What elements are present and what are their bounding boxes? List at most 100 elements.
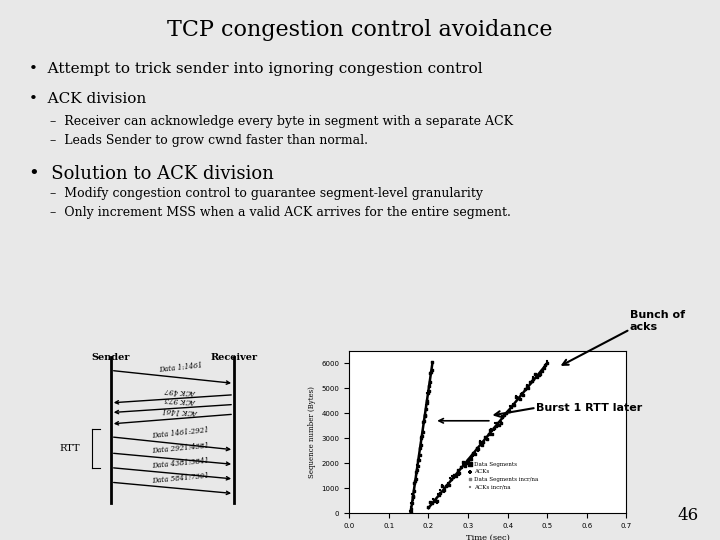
Text: RTT: RTT xyxy=(60,444,80,453)
Text: Sender: Sender xyxy=(91,353,130,362)
Point xyxy=(446,472,458,481)
Point xyxy=(456,463,467,472)
Point xyxy=(410,471,421,480)
Text: •  ACK division: • ACK division xyxy=(29,92,146,106)
Text: ACK 1461: ACK 1461 xyxy=(163,405,199,416)
Point xyxy=(464,454,475,463)
Point xyxy=(521,382,532,390)
Point xyxy=(522,383,534,391)
Point xyxy=(474,438,486,447)
Point xyxy=(461,461,472,469)
Point xyxy=(431,495,442,503)
Point xyxy=(410,474,421,483)
Point xyxy=(452,470,464,479)
Point xyxy=(509,400,521,409)
Point xyxy=(510,393,522,402)
Point xyxy=(476,440,487,449)
Point xyxy=(538,362,549,371)
Point xyxy=(541,356,552,365)
Point xyxy=(459,459,470,468)
Point xyxy=(517,392,528,400)
Point xyxy=(423,503,434,511)
Point xyxy=(525,378,536,387)
Point xyxy=(415,440,426,449)
Text: –  Only increment MSS when a valid ACK arrives for the entire segment.: – Only increment MSS when a valid ACK ar… xyxy=(50,206,511,219)
Point xyxy=(416,431,428,440)
Point xyxy=(419,413,431,422)
Text: Receiver: Receiver xyxy=(210,353,258,362)
Point xyxy=(426,368,437,376)
Point xyxy=(426,499,438,508)
Point xyxy=(541,359,553,367)
Point xyxy=(498,411,510,420)
Point xyxy=(469,448,481,456)
Point xyxy=(472,444,483,453)
Point xyxy=(426,368,437,377)
Point xyxy=(414,450,426,459)
Point xyxy=(497,413,508,421)
Text: Data 1:1461: Data 1:1461 xyxy=(158,361,203,374)
Point xyxy=(445,474,456,482)
Point xyxy=(415,433,427,442)
Point xyxy=(501,409,513,418)
Point xyxy=(513,394,525,402)
Point xyxy=(435,489,446,497)
Point xyxy=(518,390,529,399)
Point xyxy=(516,389,527,398)
Point xyxy=(408,486,420,495)
Point xyxy=(411,466,423,475)
Point xyxy=(485,426,496,434)
Point xyxy=(420,404,432,413)
Point xyxy=(528,374,539,383)
Point xyxy=(476,440,487,449)
Point xyxy=(421,396,433,405)
Point xyxy=(442,479,454,488)
Point xyxy=(436,481,448,489)
Point xyxy=(409,476,420,485)
Text: Data 5841:7301: Data 5841:7301 xyxy=(152,471,210,485)
Point xyxy=(431,499,443,508)
Text: ACK 497: ACK 497 xyxy=(165,386,197,395)
Text: Data 1461:2921: Data 1461:2921 xyxy=(152,426,210,440)
Point xyxy=(455,463,467,471)
Point xyxy=(425,380,436,389)
Point xyxy=(487,427,498,436)
Point xyxy=(540,359,552,368)
Text: ACKs: ACKs xyxy=(474,469,489,474)
Point xyxy=(480,433,491,442)
Point xyxy=(478,438,490,447)
Point xyxy=(529,370,541,379)
Text: Data Segments incr/na: Data Segments incr/na xyxy=(474,477,539,482)
Point xyxy=(509,401,521,410)
Point xyxy=(428,494,439,503)
Point xyxy=(454,469,465,477)
Point xyxy=(408,487,420,496)
Point xyxy=(538,363,549,372)
Point xyxy=(492,418,503,427)
Point xyxy=(529,371,541,380)
Text: –  Leads Sender to grow cwnd faster than normal.: – Leads Sender to grow cwnd faster than … xyxy=(50,134,369,147)
Point xyxy=(434,486,446,495)
Point xyxy=(423,382,435,390)
Point xyxy=(417,428,428,436)
Text: •  Solution to ACK division: • Solution to ACK division xyxy=(29,165,274,183)
Point xyxy=(420,410,431,419)
Point xyxy=(450,472,462,481)
Point xyxy=(426,357,438,366)
Point xyxy=(464,483,476,491)
Point xyxy=(430,496,441,504)
Point xyxy=(483,430,495,438)
Point xyxy=(408,491,419,500)
Point xyxy=(488,426,500,434)
Point xyxy=(497,412,508,421)
Point xyxy=(527,373,539,381)
Point xyxy=(409,477,420,485)
Point xyxy=(531,372,543,381)
Point xyxy=(415,444,426,453)
Point xyxy=(413,456,425,465)
Point xyxy=(474,437,485,445)
Point xyxy=(505,401,516,410)
Point xyxy=(426,366,438,374)
Point xyxy=(420,411,431,420)
Point xyxy=(495,418,506,427)
